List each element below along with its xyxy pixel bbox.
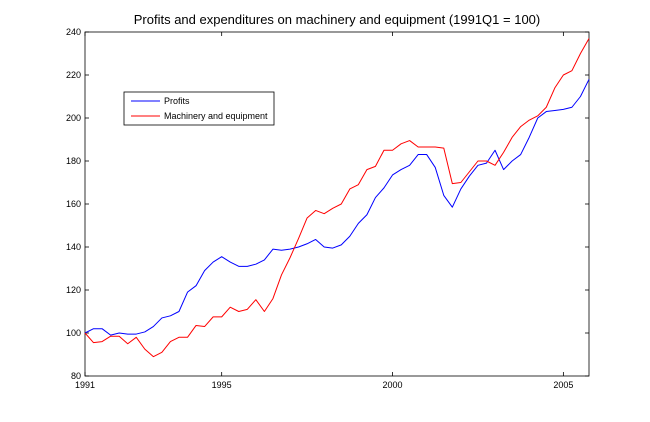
- x-tick-label: 1991: [75, 380, 95, 390]
- legend-label-profits: Profits: [164, 96, 190, 106]
- legend-box: [123, 91, 275, 126]
- chart-title: Profits and expenditures on machinery an…: [134, 12, 541, 27]
- x-tick-label: 2000: [383, 380, 403, 390]
- y-tick-label: 160: [66, 199, 81, 209]
- y-tick-label: 100: [66, 328, 81, 338]
- y-tick-label: 200: [66, 113, 81, 123]
- x-tick-label: 2005: [553, 380, 573, 390]
- series-lines: [84, 38, 590, 358]
- legend: Profits Machinery and equipment: [123, 91, 275, 126]
- profits-series-line: [84, 79, 590, 336]
- machinery-series-line: [84, 38, 590, 358]
- y-tick-label: 140: [66, 242, 81, 252]
- y-axis: 80 100 120 140 160 180 200 220 240: [66, 27, 589, 381]
- y-tick-label: 80: [71, 371, 81, 381]
- plot-area: [84, 31, 590, 377]
- legend-label-machinery: Machinery and equipment: [164, 111, 268, 121]
- x-axis: 1991 1995 2000 2005: [75, 32, 573, 390]
- y-tick-label: 120: [66, 285, 81, 295]
- y-tick-label: 240: [66, 27, 81, 37]
- y-tick-label: 220: [66, 70, 81, 80]
- y-tick-label: 180: [66, 156, 81, 166]
- x-tick-label: 1995: [212, 380, 232, 390]
